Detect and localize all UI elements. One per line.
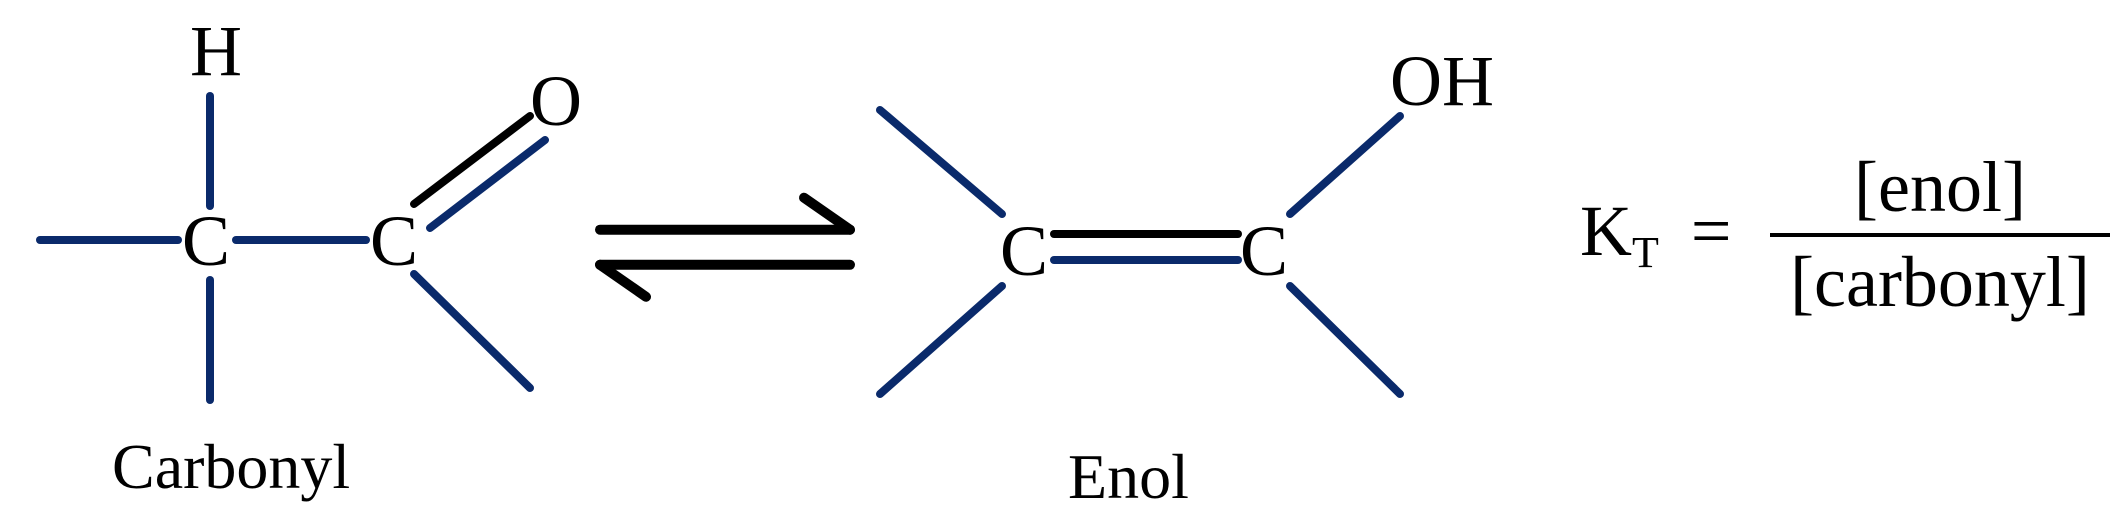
equation-numerator: [enol] (1770, 148, 2110, 227)
enol-label: Enol (1068, 440, 1189, 514)
carbonyl-label: Carbonyl (112, 430, 350, 504)
equation-equals: = (1691, 191, 1732, 271)
equation-K-letter: K (1580, 191, 1632, 271)
enol-atom-OH: OH (1390, 40, 1494, 123)
carbonyl-atom-C1: C (182, 200, 230, 283)
enol-atom-C1: C (1000, 210, 1048, 293)
equation-K: KT = (1580, 190, 1746, 273)
carbonyl-atom-C2: C (370, 200, 418, 283)
diagram-stage: KT = [enol] [carbonyl] H C C O Carbonyl C C OH E… (0, 0, 2127, 526)
carbonyl-atom-H: H (190, 10, 242, 93)
equation-denominator: [carbonyl] (1770, 243, 2110, 322)
equation-fraction: [enol] [carbonyl] (1770, 148, 2110, 322)
enol-atom-C2: C (1240, 210, 1288, 293)
equation-K-sub: T (1632, 228, 1659, 277)
equation-fraction-bar (1770, 233, 2110, 237)
carbonyl-atom-O: O (530, 60, 582, 143)
